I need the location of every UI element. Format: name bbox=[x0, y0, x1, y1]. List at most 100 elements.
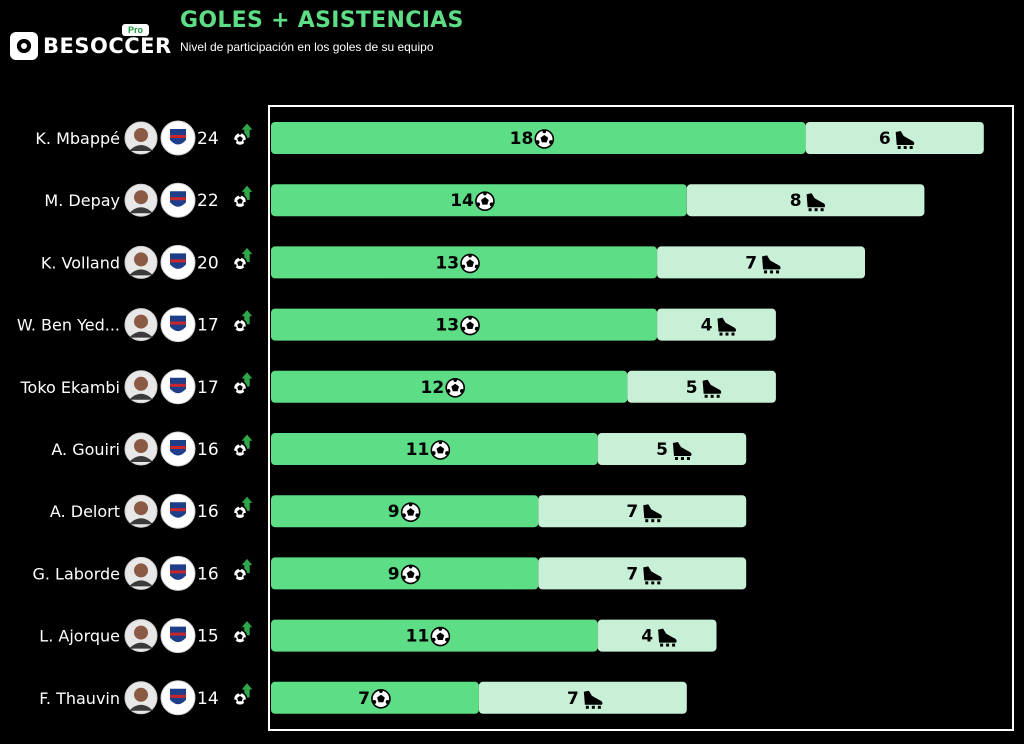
goals-value-label: 9 bbox=[388, 502, 400, 522]
assists-value-label: 7 bbox=[626, 502, 638, 522]
total-label: 15 bbox=[197, 627, 219, 647]
soccer-ball-icon bbox=[475, 191, 495, 211]
goals-value-label: 18 bbox=[510, 129, 534, 149]
total-label: 17 bbox=[197, 316, 219, 336]
soccer-ball-icon bbox=[460, 253, 480, 274]
total-label: 20 bbox=[197, 253, 219, 273]
assists-value-label: 7 bbox=[567, 689, 579, 709]
soccer-ball-icon bbox=[430, 440, 451, 460]
total-label: 14 bbox=[197, 689, 219, 709]
boot-icon bbox=[643, 504, 662, 523]
assists-value-label: 7 bbox=[745, 253, 757, 273]
assists-bar bbox=[597, 619, 717, 652]
team-crest-icon bbox=[160, 555, 196, 591]
boot-icon bbox=[717, 317, 737, 336]
besoccer-logo: BESOCCER Pro bbox=[10, 24, 172, 62]
team-crest-icon bbox=[160, 182, 196, 218]
team-crest-icon bbox=[160, 680, 196, 716]
boot-icon bbox=[658, 628, 677, 647]
soccer-ball-icon bbox=[445, 377, 466, 398]
assists-value-label: 4 bbox=[641, 627, 653, 647]
player-name-label: Toko Ekambi bbox=[20, 378, 121, 397]
team-crest-icon bbox=[160, 120, 196, 156]
boot-icon bbox=[643, 566, 662, 585]
team-crest-icon bbox=[160, 618, 196, 654]
soccer-ball-icon bbox=[534, 129, 555, 149]
trend-ball-icon bbox=[232, 193, 248, 209]
assists-bar bbox=[597, 433, 747, 465]
team-crest-icon bbox=[160, 244, 196, 280]
assists-value-label: 4 bbox=[701, 316, 713, 336]
player-name-label: A. Gouiri bbox=[51, 440, 120, 459]
goals-value-label: 12 bbox=[421, 378, 445, 398]
plot-frame bbox=[268, 105, 1014, 731]
assists-bar bbox=[657, 246, 865, 279]
logo-wordmark: BESOCCER bbox=[43, 34, 172, 58]
total-label: 17 bbox=[197, 378, 219, 398]
assists-value-label: 5 bbox=[686, 378, 698, 398]
goals-value-label: 13 bbox=[435, 253, 459, 273]
goals-value-label: 11 bbox=[406, 440, 430, 460]
trend-ball-icon bbox=[232, 504, 248, 520]
boot-icon bbox=[583, 690, 603, 709]
player-name-label: K. Volland bbox=[41, 253, 120, 272]
trend-ball-icon bbox=[232, 256, 248, 271]
logo-ball-icon bbox=[10, 32, 38, 60]
player-name-label: K. Mbappé bbox=[35, 129, 120, 148]
player-name-label: L. Ajorque bbox=[39, 627, 120, 646]
team-crest-icon bbox=[160, 493, 196, 529]
player-name-label: F. Thauvin bbox=[39, 689, 120, 708]
trend-ball-icon bbox=[232, 629, 248, 644]
trend-ball-icon bbox=[232, 131, 248, 147]
total-label: 16 bbox=[197, 440, 219, 460]
assists-value-label: 6 bbox=[879, 129, 891, 149]
player-avatar bbox=[124, 370, 158, 404]
trend-ball-icon bbox=[232, 691, 248, 707]
trend-ball-icon bbox=[232, 567, 248, 582]
soccer-ball-icon bbox=[371, 688, 391, 709]
boot-icon bbox=[702, 379, 722, 398]
player-avatar bbox=[124, 681, 158, 715]
assists-bar bbox=[478, 681, 687, 714]
player-avatar bbox=[124, 432, 158, 466]
goals-value-label: 13 bbox=[435, 316, 459, 336]
assists-bar bbox=[538, 557, 747, 590]
boot-icon bbox=[895, 131, 915, 149]
player-avatar bbox=[124, 308, 158, 342]
player-name-label: W. Ben Yed... bbox=[17, 316, 120, 335]
chart-title: GOLES + ASISTENCIAS bbox=[180, 8, 464, 33]
goals-value-label: 7 bbox=[358, 689, 370, 709]
boot-icon bbox=[762, 255, 781, 274]
soccer-ball-icon bbox=[400, 564, 421, 585]
player-avatar bbox=[124, 494, 158, 528]
soccer-ball-icon bbox=[400, 502, 421, 523]
player-name-label: M. Depay bbox=[44, 191, 120, 210]
assists-value-label: 8 bbox=[790, 191, 802, 211]
total-label: 16 bbox=[197, 564, 219, 584]
player-name-label: A. Delort bbox=[50, 502, 120, 521]
assists-bar bbox=[627, 370, 776, 403]
assists-bar bbox=[538, 495, 747, 528]
total-label: 16 bbox=[197, 502, 219, 522]
goals-value-label: 11 bbox=[406, 627, 430, 647]
boot-icon bbox=[806, 193, 826, 212]
trend-ball-icon bbox=[232, 380, 248, 396]
assists-value-label: 7 bbox=[626, 564, 638, 584]
trend-ball-icon bbox=[232, 318, 248, 333]
player-avatar bbox=[124, 183, 158, 217]
team-crest-icon bbox=[160, 431, 196, 467]
assists-bar bbox=[805, 122, 984, 154]
total-label: 24 bbox=[197, 129, 219, 149]
trend-ball-icon bbox=[232, 442, 248, 458]
assists-bar bbox=[657, 308, 776, 341]
player-avatar bbox=[124, 556, 158, 590]
boot-icon bbox=[672, 442, 692, 460]
soccer-ball-icon bbox=[430, 626, 451, 647]
assists-value-label: 5 bbox=[656, 440, 668, 460]
logo-pro-badge: Pro bbox=[122, 24, 150, 36]
goals-value-label: 14 bbox=[450, 191, 474, 211]
total-label: 22 bbox=[197, 191, 219, 211]
player-avatar bbox=[124, 121, 158, 155]
player-name-label: G. Laborde bbox=[32, 564, 120, 583]
